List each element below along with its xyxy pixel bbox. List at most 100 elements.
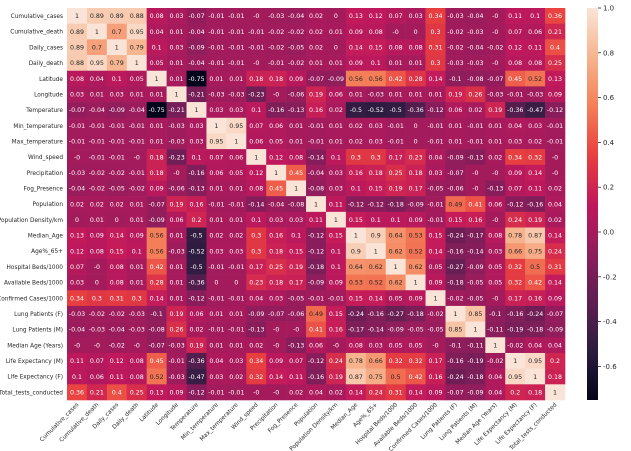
cell-value-label: 1 bbox=[75, 13, 79, 20]
heatmap-cell bbox=[425, 211, 446, 228]
heatmap-cell bbox=[306, 305, 327, 322]
heatmap-cell bbox=[226, 368, 247, 385]
heatmap-cell bbox=[525, 8, 546, 24]
cell-value-label: -0.75 bbox=[148, 107, 164, 114]
heatmap-cell bbox=[186, 133, 207, 150]
heatmap-cell bbox=[286, 368, 307, 385]
heatmap-cell bbox=[385, 384, 406, 401]
cell-value-label: -0.01 bbox=[427, 201, 443, 208]
cell-value-label: -0.01 bbox=[388, 139, 404, 146]
heatmap-cell bbox=[345, 117, 367, 134]
heatmap-cell bbox=[306, 384, 327, 401]
heatmap-cell bbox=[545, 117, 566, 134]
colorbar-tick-label: 1.0 bbox=[603, 5, 614, 13]
heatmap-cell bbox=[266, 55, 287, 72]
cell-value-label: 0.13 bbox=[349, 13, 363, 20]
cell-value-label: 0 bbox=[334, 45, 338, 52]
heatmap-cell bbox=[325, 102, 347, 119]
cell-value-label: 0.09 bbox=[130, 233, 144, 240]
heatmap-cell bbox=[405, 227, 426, 244]
heatmap-cell bbox=[106, 196, 128, 213]
cell-value-label: -0.24 bbox=[447, 233, 463, 240]
heatmap-cell bbox=[186, 305, 207, 322]
heatmap-cell bbox=[325, 258, 347, 275]
cell-value-label: -0.09 bbox=[407, 201, 423, 208]
cell-value-label: -0.01 bbox=[208, 60, 224, 67]
heatmap-cell bbox=[226, 23, 247, 40]
heatmap-cell bbox=[545, 8, 566, 24]
cell-value-label: -0.12 bbox=[188, 389, 204, 396]
heatmap-cell bbox=[445, 180, 466, 197]
heatmap-cell bbox=[306, 23, 327, 40]
heatmap-cell bbox=[67, 243, 88, 260]
cell-value-label: 0.02 bbox=[488, 154, 502, 161]
cell-value-label: 0.9 bbox=[351, 248, 361, 255]
cell-value-label: -0.03 bbox=[69, 311, 85, 318]
cell-value-label: 0.01 bbox=[150, 139, 164, 146]
heatmap-cell bbox=[505, 23, 526, 40]
cell-value-label: 0.11 bbox=[70, 358, 84, 365]
cell-value-label: 0.01 bbox=[329, 60, 343, 67]
cell-value-label: -0.07 bbox=[188, 13, 204, 20]
heatmap-cell bbox=[405, 180, 426, 197]
heatmap-cell bbox=[67, 55, 88, 72]
heatmap-cell bbox=[485, 227, 506, 244]
heatmap-cell bbox=[485, 55, 506, 72]
cell-value-label: -0.07 bbox=[268, 311, 284, 318]
heatmap-cell bbox=[306, 368, 327, 385]
cell-value-label: 0.53 bbox=[409, 233, 423, 240]
heatmap-cell bbox=[126, 23, 147, 40]
heatmap-cell bbox=[206, 164, 227, 181]
cell-value-label: 0.28 bbox=[409, 76, 423, 83]
heatmap-cell bbox=[286, 305, 307, 322]
cell-value-label: 1 bbox=[394, 264, 398, 271]
heatmap-cell bbox=[226, 274, 247, 291]
heatmap-cell bbox=[206, 70, 227, 87]
cell-value-label: -0.02 bbox=[268, 45, 284, 52]
cell-value-label: -0 bbox=[293, 327, 299, 334]
cell-value-label: -0.02 bbox=[427, 311, 443, 318]
cell-value-label: 0.01 bbox=[170, 280, 184, 287]
heatmap-cell bbox=[206, 321, 227, 338]
heatmap-cell bbox=[365, 164, 387, 181]
cell-value-label: 0.06 bbox=[329, 92, 343, 99]
heatmap-cell bbox=[465, 149, 486, 166]
cell-value-label: -0.08 bbox=[288, 201, 304, 208]
cell-value-label: 0.15 bbox=[329, 233, 343, 240]
cell-value-label: 0.89 bbox=[90, 13, 104, 20]
heatmap-cell bbox=[425, 384, 446, 401]
heatmap-cell bbox=[485, 70, 506, 87]
y-tick-label: Lung Patients (M) bbox=[12, 328, 63, 334]
cell-value-label: 1 bbox=[453, 311, 457, 318]
cell-value-label: -0.16 bbox=[507, 311, 523, 318]
cell-value-label: -0 bbox=[253, 13, 259, 20]
heatmap-cell bbox=[126, 133, 147, 150]
heatmap-cell bbox=[505, 133, 526, 150]
cell-value-label: 0.08 bbox=[70, 76, 84, 83]
cell-value-label: -0.12 bbox=[348, 201, 364, 208]
cell-value-label: 0.1 bbox=[331, 154, 341, 161]
cell-value-label: -0.5 bbox=[390, 107, 402, 114]
heatmap-cell bbox=[485, 384, 506, 401]
heatmap-cell bbox=[166, 211, 187, 228]
cell-value-label: 0.16 bbox=[329, 327, 343, 334]
heatmap-cell bbox=[306, 117, 327, 134]
heatmap-cell bbox=[286, 227, 307, 244]
heatmap-cell bbox=[246, 321, 267, 338]
cell-value-label: 0.56 bbox=[369, 76, 383, 83]
cell-value-label: 0.15 bbox=[289, 248, 303, 255]
cell-value-label: -0 bbox=[333, 342, 339, 349]
heatmap-cell bbox=[345, 227, 367, 244]
heatmap-cell bbox=[325, 55, 347, 72]
cell-value-label: 0.01 bbox=[229, 217, 243, 224]
heatmap-cell bbox=[86, 274, 108, 291]
heatmap-cell bbox=[106, 23, 128, 40]
cell-value-label: 0.79 bbox=[110, 60, 124, 67]
colorbar-gradient bbox=[587, 8, 598, 400]
heatmap-cell bbox=[345, 274, 367, 291]
heatmap-cell bbox=[286, 86, 307, 103]
cell-value-label: 0.23 bbox=[409, 154, 423, 161]
heatmap-cell bbox=[206, 133, 227, 150]
heatmap-cell bbox=[126, 290, 147, 307]
heatmap-cell bbox=[385, 305, 406, 322]
